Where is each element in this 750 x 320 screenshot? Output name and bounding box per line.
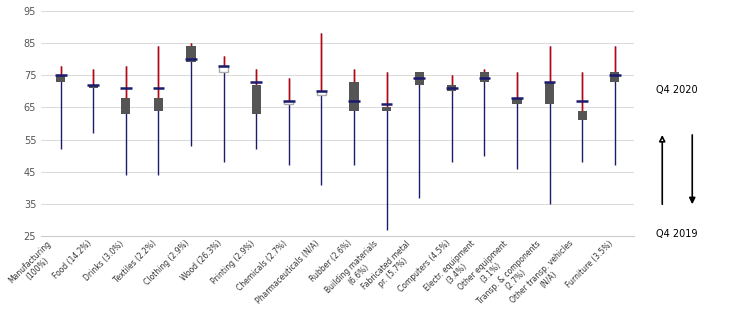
Text: Q4 2019: Q4 2019: [656, 228, 698, 239]
Bar: [284, 101, 293, 104]
Bar: [122, 98, 130, 114]
Bar: [187, 46, 196, 62]
Bar: [512, 98, 521, 104]
Bar: [252, 85, 261, 114]
Bar: [350, 82, 358, 111]
Bar: [415, 72, 424, 85]
Bar: [219, 66, 228, 72]
Bar: [316, 91, 326, 95]
Bar: [610, 72, 620, 82]
Bar: [88, 85, 98, 88]
Bar: [154, 98, 163, 111]
Bar: [578, 111, 586, 120]
Bar: [382, 108, 392, 111]
Text: Q4 2020: Q4 2020: [656, 84, 698, 95]
Bar: [480, 72, 489, 82]
Bar: [545, 82, 554, 104]
Bar: [56, 75, 65, 82]
Bar: [447, 85, 456, 91]
